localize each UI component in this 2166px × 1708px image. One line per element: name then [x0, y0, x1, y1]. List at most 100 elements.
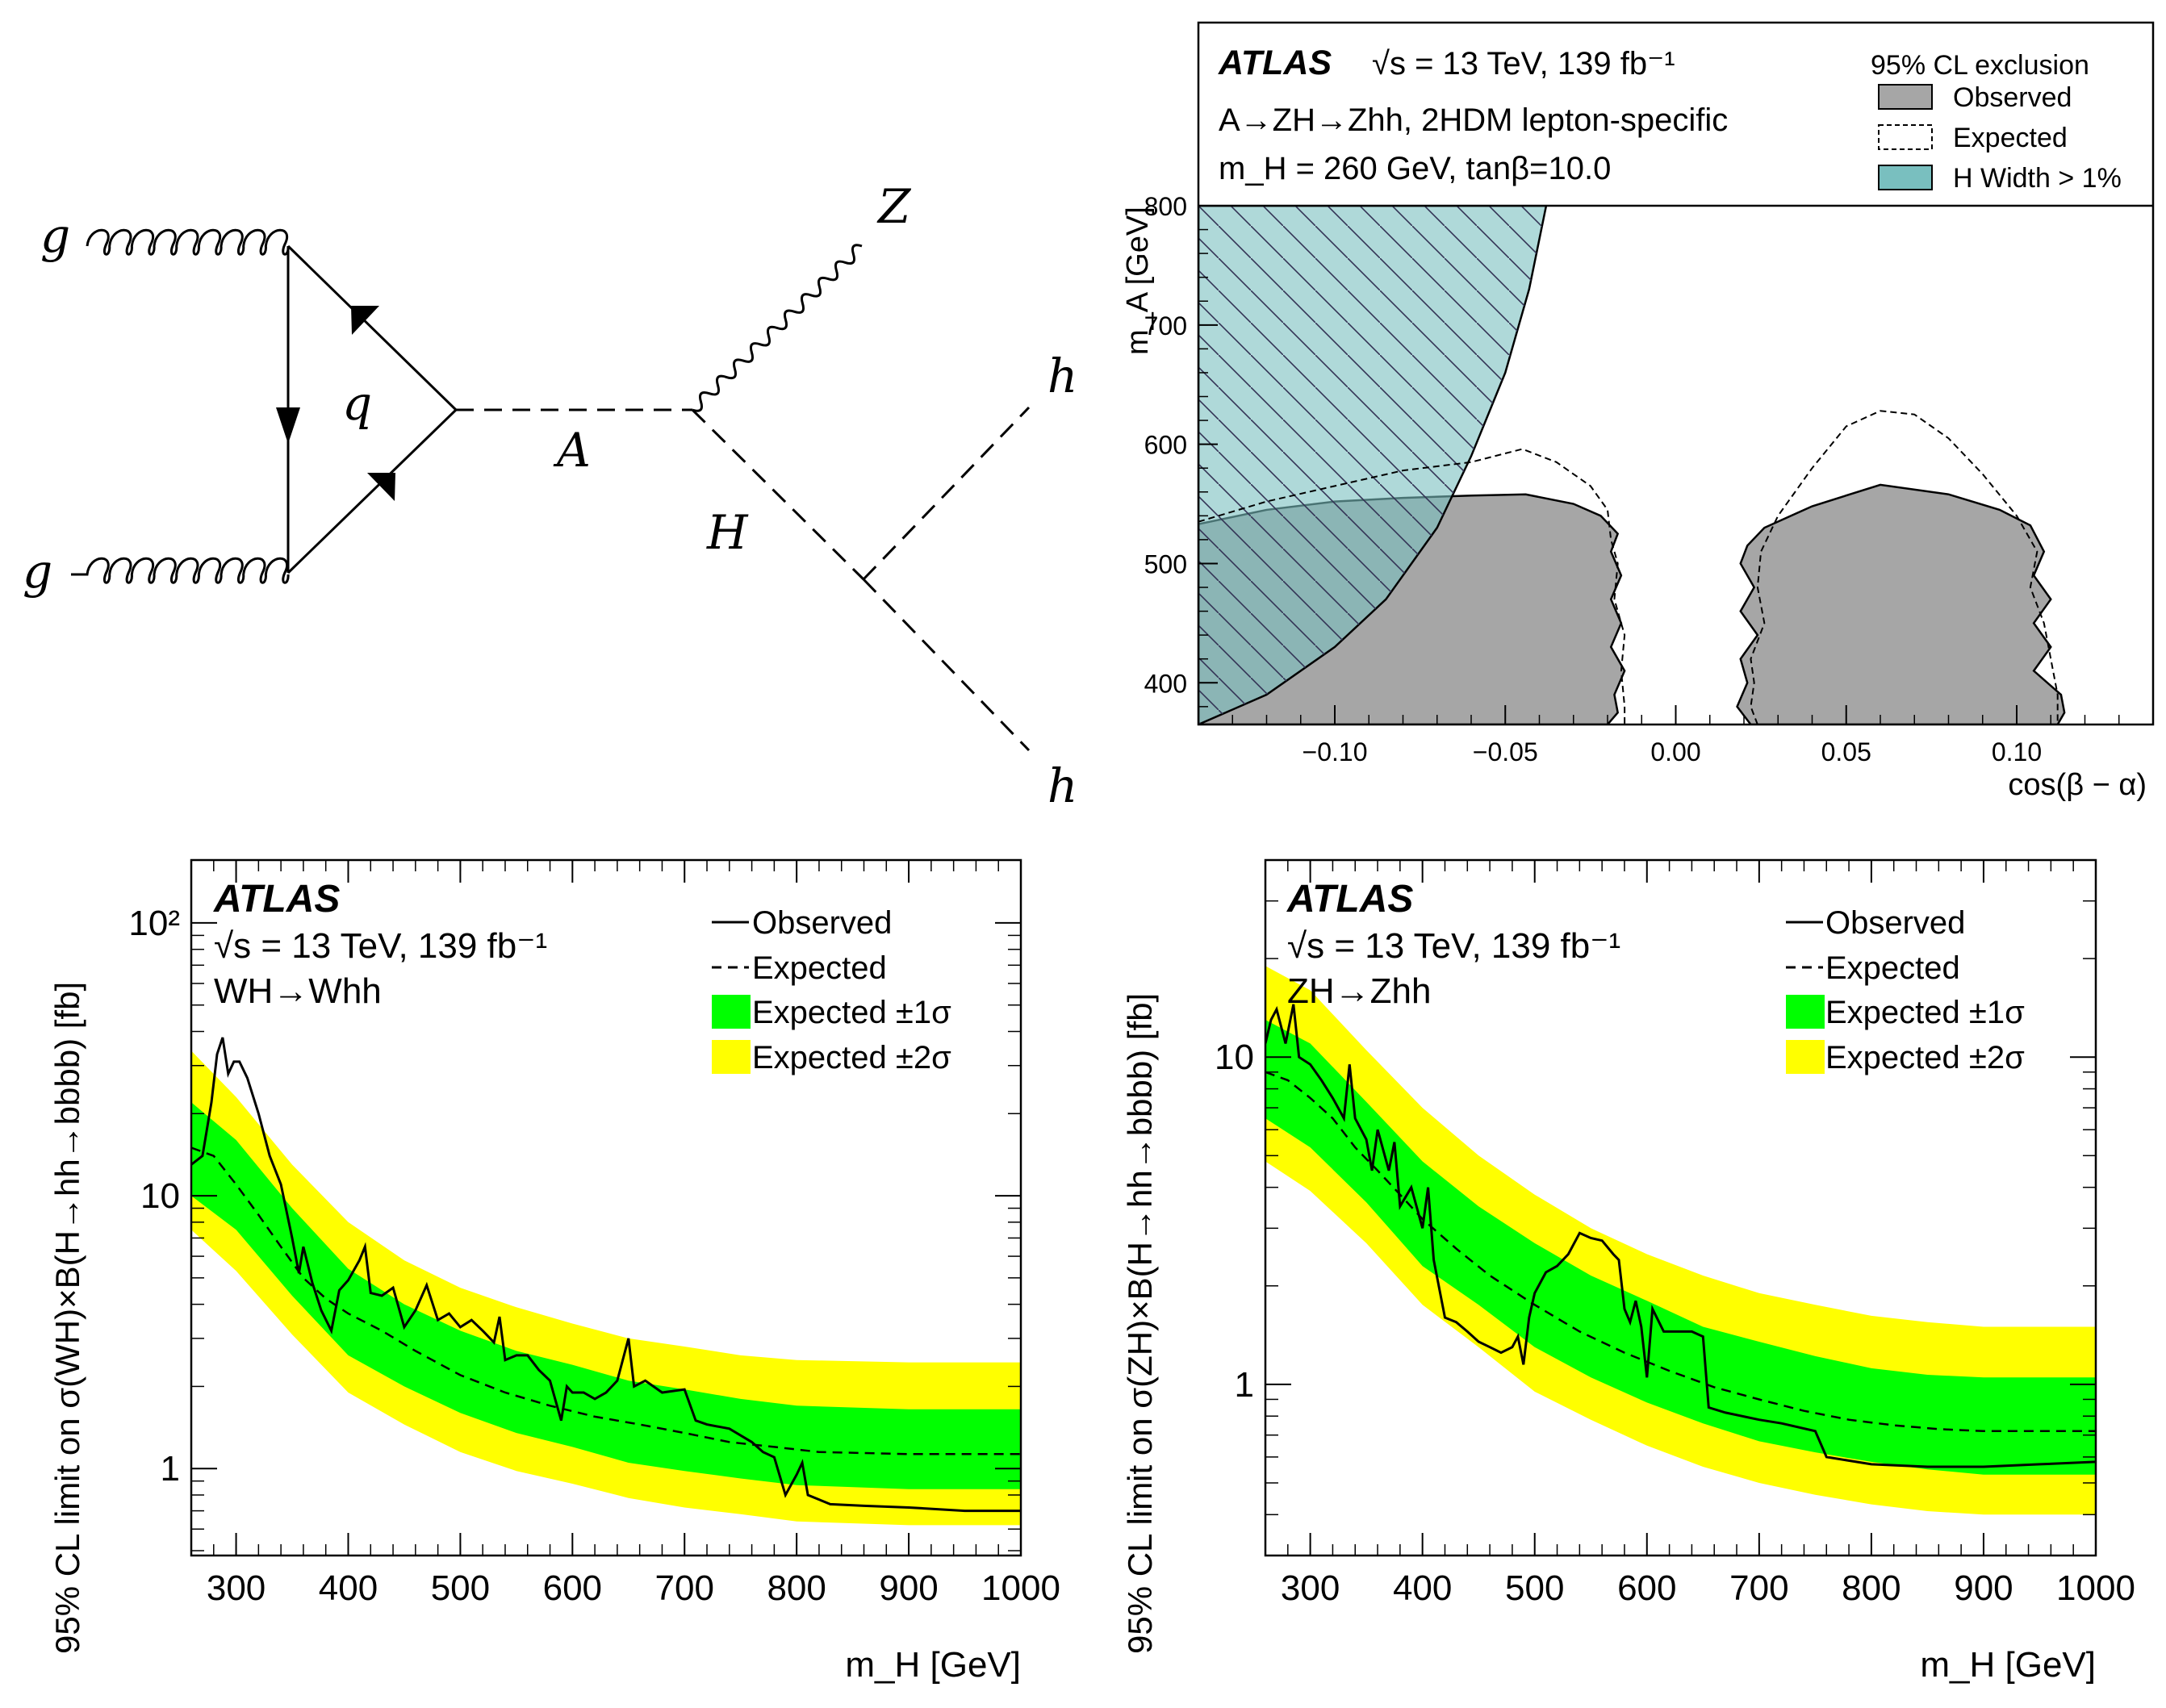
wh-xtick-label: 600 — [543, 1568, 602, 1608]
wh-xlabel: m_H [GeV] — [845, 1645, 1021, 1685]
h-boson-line-upper — [862, 406, 1031, 581]
zh-band-1sigma — [1265, 1020, 2096, 1475]
excl-ytick-label: 400 — [1144, 669, 1187, 698]
excl-xtick-label: 0.05 — [1821, 737, 1871, 766]
excl-ytick-label: 800 — [1144, 192, 1187, 221]
excl-process-label: A→ZH→Zhh, 2HDM lepton-specific — [1219, 102, 1728, 138]
arrow-upper-icon — [351, 306, 379, 335]
wh-xtick-label: 800 — [767, 1568, 826, 1608]
excl-legend-width: H Width > 1% — [1953, 163, 2122, 194]
wh-ylabel: 95% CL limit on σ(WH)×B(H→hh→bbbb) [fb] — [48, 982, 86, 1654]
h-boson-line-lower — [862, 578, 1031, 752]
excl-xtick-label: 0.10 — [1992, 737, 2042, 766]
quark-line-lower — [286, 408, 458, 574]
zh-xtick-label: 900 — [1954, 1568, 2013, 1608]
excl-legend-title: 95% CL exclusion — [1871, 50, 2089, 81]
gluon-line-bottom — [71, 557, 290, 584]
excl-legend-observed: Observed — [1953, 82, 2072, 113]
label-A: A — [553, 423, 591, 478]
wh-xtick-label: 1000 — [981, 1568, 1060, 1608]
zh-legend-observed: Observed — [1825, 905, 1965, 941]
zh-xtick-label: 1000 — [2056, 1568, 2135, 1608]
wh-limit-plot: 300 400 500 600 700 800 900 1000 1 10 10² ATLAS √s… — [48, 858, 1060, 1685]
excl-ytick-label: 500 — [1144, 549, 1187, 578]
excl-xtick-label: −0.05 — [1473, 737, 1538, 766]
wh-xtick-label: 700 — [655, 1568, 714, 1608]
excl-ytick-label: 600 — [1144, 431, 1187, 460]
zh-xtick-label: 300 — [1281, 1568, 1340, 1608]
wh-plot-area — [191, 1037, 1021, 1526]
label-h-top: h — [1047, 349, 1077, 403]
label-Z: Z — [876, 179, 912, 234]
wh-observed-line — [191, 1037, 1021, 1513]
excl-params-label: m_H = 260 GeV, tanβ=10.0 — [1219, 151, 1611, 186]
excl-legend-expected: Expected — [1953, 123, 2068, 153]
excl-xlabel: cos(β − α) — [2008, 768, 2147, 802]
wh-band-1sigma — [191, 1102, 1021, 1489]
excl-xtick-label: −0.10 — [1303, 737, 1368, 766]
zh-xtick-label: 600 — [1617, 1568, 1676, 1608]
zh-legend-band1-swatch — [1786, 995, 1825, 1029]
label-g-top: g — [40, 208, 70, 263]
label-g-bottom: g — [23, 544, 52, 599]
zh-atlas-label: ATLAS — [1286, 878, 1413, 921]
wh-expected-line — [191, 1146, 1021, 1455]
label-q: q — [342, 376, 372, 431]
zh-frame — [1264, 858, 2097, 1557]
zh-xlabel: m_H [GeV] — [1920, 1645, 2096, 1685]
zh-legend-band1: Expected ±1σ — [1825, 995, 2025, 1030]
wh-legend-expected: Expected — [752, 950, 887, 986]
arrow-down-icon — [276, 407, 300, 444]
zh-ytick-label: 10 — [1215, 1038, 1254, 1077]
wh-legend-band1: Expected ±1σ — [752, 995, 951, 1030]
excl-legend-width-swatch — [1878, 165, 1933, 190]
wh-xtick-label: 500 — [431, 1568, 490, 1608]
wh-energy-label: √s = 13 TeV, 139 fb⁻¹ — [214, 926, 547, 966]
wh-legend-band2-swatch — [712, 1040, 751, 1074]
excl-legend-observed-swatch — [1878, 84, 1933, 110]
zh-xtick-label: 500 — [1505, 1568, 1564, 1608]
zh-observed-line — [1265, 1004, 2096, 1468]
zh-legend-band2-swatch — [1786, 1040, 1825, 1074]
zh-expected-line — [1265, 1071, 2096, 1433]
wh-process-label: WH→Whh — [214, 971, 382, 1011]
excl-ytick-label: 700 — [1144, 311, 1187, 340]
label-h-bottom: h — [1047, 758, 1077, 813]
wh-legend-band1-swatch — [712, 995, 751, 1029]
zh-limit-plot: 300 400 500 600 700 800 900 1000 1 10 ATLAS √s = … — [1121, 858, 2135, 1685]
wh-ytick-label: 10 — [140, 1176, 180, 1216]
zh-xtick-label: 400 — [1393, 1568, 1452, 1608]
zh-legend-expected: Expected — [1825, 950, 1960, 986]
zh-plot-area — [1265, 966, 2096, 1515]
excl-expected-right-line — [1750, 410, 2059, 725]
zh-ylabel: 95% CL limit on σ(ZH)×B(H→hh→bbbb) [fb] — [1121, 993, 1159, 1654]
excl-plot-area — [1198, 206, 2066, 725]
wh-xtick-label: 900 — [879, 1568, 938, 1608]
excl-energy-label: √s = 13 TeV, 139 fb⁻¹ — [1372, 46, 1675, 81]
zh-xtick-label: 700 — [1729, 1568, 1788, 1608]
gluon-line-top — [86, 228, 290, 256]
H-boson-line — [691, 408, 865, 581]
excl-atlas-label: ATLAS — [1218, 44, 1332, 82]
zh-process-label: ZH→Zhh — [1287, 971, 1431, 1011]
Z-boson-line — [692, 244, 863, 412]
zh-energy-label: √s = 13 TeV, 139 fb⁻¹ — [1287, 926, 1620, 966]
feynman-diagram: g g q A Z H h h — [23, 179, 1077, 813]
zh-ytick-label: 1 — [1235, 1365, 1254, 1405]
exclusion-plot: −0.10 −0.05 0.00 0.05 0.10 400 500 600 700 800 AT… — [1121, 21, 2155, 802]
zh-xtick-label: 800 — [1842, 1568, 1900, 1608]
wh-ytick-label: 1 — [161, 1449, 180, 1489]
wh-xtick-label: 400 — [319, 1568, 378, 1608]
excl-expected-left-line — [1198, 448, 1626, 725]
wh-legend-band2: Expected ±2σ — [752, 1040, 951, 1075]
excl-xtick-label: 0.00 — [1650, 737, 1700, 766]
excl-ylabel: m_A [GeV] — [1121, 207, 1155, 355]
quark-line-upper — [286, 244, 458, 411]
wh-ytick-label: 10² — [128, 904, 180, 943]
wh-xtick-label: 300 — [207, 1568, 266, 1608]
wh-legend-observed: Observed — [752, 905, 892, 941]
label-H: H — [706, 505, 749, 560]
arrow-lower-icon — [367, 473, 395, 501]
excl-width-hatch — [1198, 206, 1546, 725]
excl-legend-expected-swatch — [1878, 124, 1933, 150]
